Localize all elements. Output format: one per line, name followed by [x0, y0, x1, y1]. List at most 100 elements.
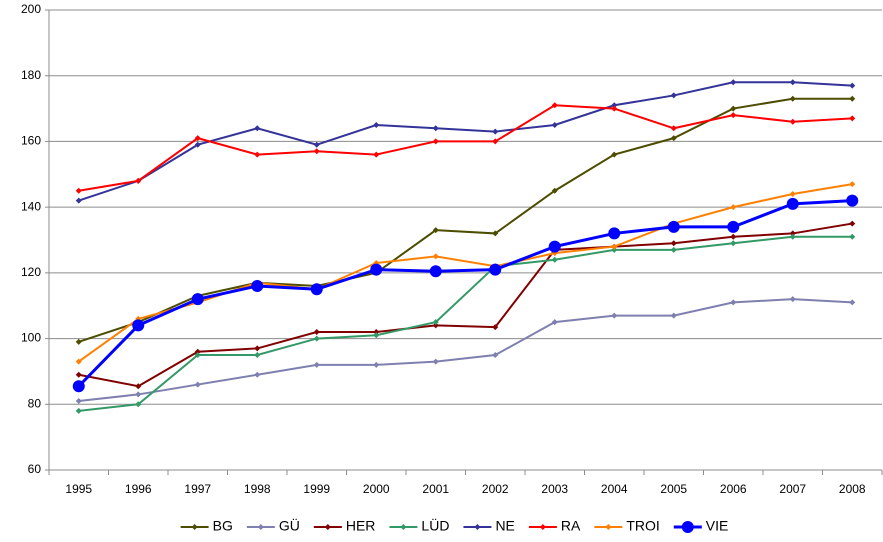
- x-tick-label: 1995: [65, 482, 92, 496]
- legend-marker: [605, 524, 612, 530]
- series-line: [78, 235, 853, 412]
- series-line: [78, 97, 853, 343]
- marker: [75, 197, 82, 204]
- marker: [75, 371, 82, 378]
- marker: [492, 128, 499, 135]
- legend-label: TROI: [626, 518, 659, 534]
- marker: [730, 299, 737, 306]
- marker: [611, 151, 618, 158]
- marker: [373, 329, 380, 335]
- marker: [789, 296, 796, 303]
- marker: [551, 319, 558, 326]
- marker: [373, 122, 380, 128]
- marker: [670, 135, 677, 142]
- y-tick-label: 200: [21, 2, 41, 16]
- marker: [75, 398, 82, 404]
- marker: [789, 233, 796, 240]
- marker: [72, 380, 85, 393]
- x-tick-label: 2002: [482, 482, 509, 496]
- marker: [370, 263, 383, 276]
- legend: BG GÜ HER LÜD NE RA TROI VIE: [180, 517, 729, 534]
- marker: [730, 240, 737, 247]
- legend-label: VIE: [706, 518, 729, 534]
- marker: [254, 371, 261, 378]
- marker: [789, 79, 796, 86]
- marker: [667, 220, 680, 233]
- marker: [310, 283, 323, 296]
- marker: [75, 187, 82, 194]
- x-tick-label: 1999: [303, 482, 330, 496]
- legend-label: HER: [346, 518, 376, 534]
- x-tick-label: 2000: [363, 482, 390, 496]
- x-tick-label: 1998: [244, 482, 271, 496]
- marker: [611, 246, 618, 253]
- legend-label: NE: [495, 518, 514, 534]
- marker: [551, 102, 558, 109]
- marker: [611, 105, 618, 112]
- marker: [194, 381, 201, 388]
- series-line: [78, 104, 853, 192]
- y-tick-label: 160: [21, 134, 41, 148]
- marker: [548, 240, 561, 253]
- marker: [194, 141, 201, 148]
- marker: [849, 233, 856, 240]
- marker: [789, 230, 796, 237]
- marker: [313, 329, 320, 335]
- legend-label: GÜ: [279, 517, 300, 534]
- marker: [670, 246, 677, 253]
- y-tick-label: 60: [28, 462, 42, 476]
- marker: [730, 79, 737, 86]
- marker: [789, 191, 796, 197]
- marker: [492, 138, 499, 145]
- marker: [611, 312, 618, 319]
- marker: [849, 115, 856, 122]
- marker: [849, 299, 856, 306]
- marker: [135, 391, 142, 398]
- marker: [254, 345, 261, 352]
- marker: [730, 204, 737, 211]
- x-tick-label: 2004: [601, 482, 628, 496]
- marker: [670, 125, 677, 132]
- marker: [432, 138, 439, 145]
- legend-marker: [474, 524, 481, 530]
- marker: [786, 197, 799, 210]
- marker: [432, 227, 439, 234]
- x-tick-label: 2008: [839, 482, 866, 496]
- marker: [313, 148, 320, 155]
- marker: [432, 322, 439, 329]
- legend-marker: [681, 521, 694, 533]
- marker: [849, 82, 856, 89]
- marker: [849, 220, 856, 227]
- marker: [194, 348, 201, 355]
- marker: [611, 243, 618, 250]
- series-line: [78, 222, 853, 388]
- marker: [254, 151, 261, 158]
- marker: [730, 105, 737, 112]
- marker: [730, 112, 737, 119]
- marker: [373, 151, 380, 158]
- y-tick-label: 140: [21, 199, 41, 213]
- marker: [132, 319, 145, 332]
- marker: [789, 118, 796, 125]
- marker: [730, 233, 737, 240]
- legend-label: RA: [561, 518, 581, 534]
- marker: [75, 338, 82, 345]
- marker: [492, 324, 499, 331]
- marker: [551, 256, 558, 263]
- x-tick-label: 2007: [779, 482, 806, 496]
- marker: [313, 361, 320, 368]
- marker: [849, 95, 856, 102]
- marker: [551, 122, 558, 128]
- y-tick-label: 120: [21, 265, 41, 279]
- marker: [492, 230, 499, 237]
- marker: [313, 141, 320, 148]
- legend-marker: [191, 524, 198, 530]
- x-tick-label: 2001: [422, 482, 449, 496]
- marker: [75, 358, 82, 365]
- legend-marker: [539, 524, 546, 530]
- legend-label: BG: [213, 518, 233, 534]
- marker: [849, 181, 856, 188]
- series-line: [77, 199, 853, 388]
- series-line: [78, 298, 853, 402]
- x-tick-label: 1997: [184, 482, 211, 496]
